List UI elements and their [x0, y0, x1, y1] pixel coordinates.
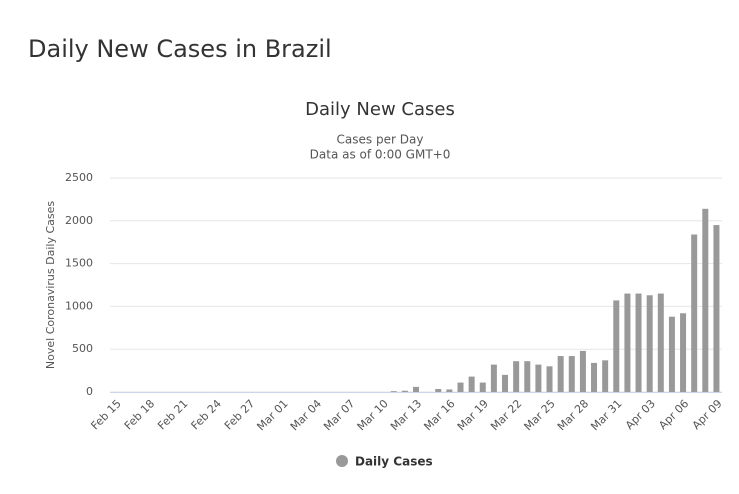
- bar: [691, 234, 698, 392]
- y-tick-label: 0: [86, 385, 93, 398]
- bar: [668, 316, 675, 392]
- bar: [446, 389, 453, 392]
- bar: [524, 361, 531, 392]
- x-tick-label: Mar 25: [522, 397, 558, 433]
- y-tick-label: 1000: [65, 299, 93, 312]
- x-tick-label: Apr 06: [656, 397, 691, 432]
- x-tick-label: Apr 03: [623, 397, 658, 432]
- bar: [579, 350, 586, 392]
- x-tick-label: Mar 01: [254, 397, 290, 433]
- x-tick-label: Mar 04: [288, 397, 324, 433]
- x-tick-label: Mar 10: [355, 397, 391, 433]
- bar: [713, 225, 720, 392]
- legend-marker: [336, 455, 348, 467]
- bar: [702, 208, 709, 392]
- y-axis-label: Novel Coronavirus Daily Cases: [44, 201, 57, 369]
- bar: [680, 313, 687, 392]
- x-tick-label: Apr 09: [690, 397, 725, 432]
- x-tick-label: Mar 22: [488, 397, 524, 433]
- bar: [591, 362, 598, 392]
- bar: [502, 374, 509, 392]
- chart-subtitle: Data as of 0:00 GMT+0: [310, 148, 451, 162]
- bar: [457, 382, 464, 392]
- bar: [490, 364, 497, 392]
- x-tick-label: Feb 24: [189, 397, 224, 432]
- x-tick-label: Mar 31: [588, 397, 624, 433]
- bar: [624, 293, 631, 392]
- x-tick-label: Feb 21: [155, 397, 190, 432]
- chart-subtitle: Cases per Day: [337, 133, 424, 147]
- x-tick-label: Mar 19: [455, 397, 491, 433]
- x-tick-label: Feb 15: [88, 397, 123, 432]
- bar: [435, 389, 442, 392]
- bar: [413, 386, 419, 392]
- y-tick-label: 500: [72, 342, 93, 355]
- y-tick-label: 2500: [65, 171, 93, 184]
- bar: [546, 366, 553, 392]
- bar: [401, 390, 408, 392]
- bar: [513, 361, 520, 392]
- bar: [557, 356, 564, 392]
- bar: [657, 293, 664, 392]
- bar: [635, 293, 642, 392]
- bar: [535, 364, 542, 392]
- bar: [479, 382, 486, 392]
- page-title: Daily New Cases in Brazil: [28, 35, 332, 63]
- bar: [390, 391, 397, 392]
- x-tick-label: Mar 16: [421, 397, 457, 433]
- x-tick-label: Mar 28: [555, 397, 591, 433]
- y-tick-label: 1500: [65, 257, 93, 270]
- bar: [613, 300, 620, 392]
- x-tick-label: Mar 13: [388, 397, 424, 433]
- x-tick-label: Feb 18: [122, 397, 157, 432]
- bar: [646, 295, 653, 392]
- x-tick-label: Mar 07: [321, 397, 357, 433]
- bar: [568, 356, 575, 392]
- bar: [468, 376, 475, 392]
- x-tick-label: Feb 27: [222, 397, 257, 432]
- bar: [602, 360, 609, 392]
- chart-title: Daily New Cases: [305, 99, 455, 120]
- legend-label: Daily Cases: [355, 455, 433, 469]
- y-tick-label: 2000: [65, 214, 93, 227]
